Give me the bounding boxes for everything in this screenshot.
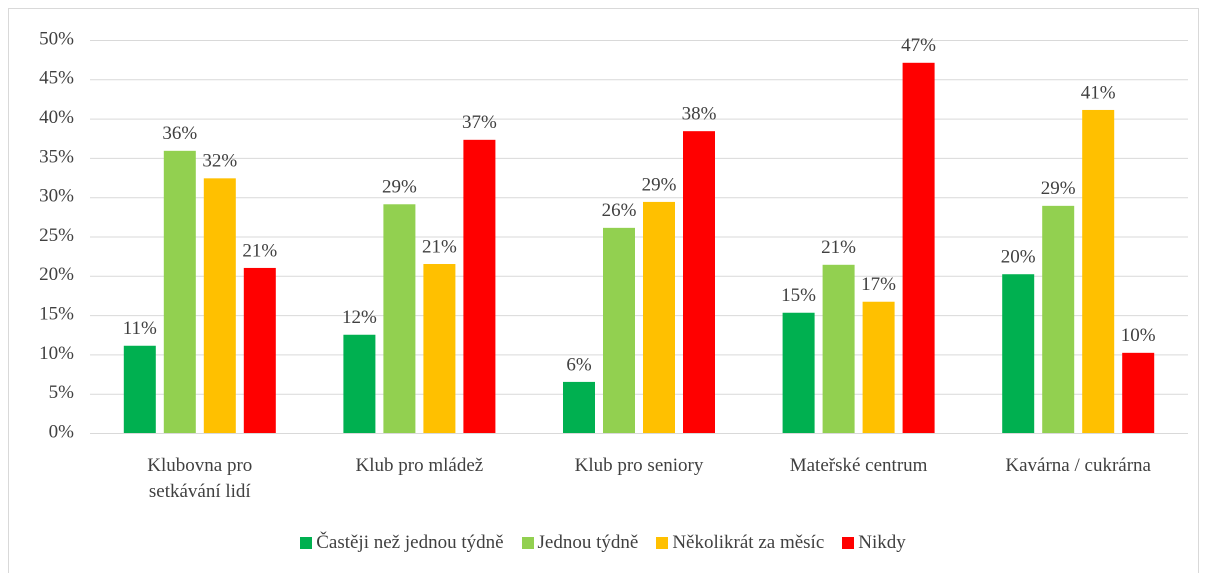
- data-label: 26%: [602, 200, 637, 221]
- bar: [862, 301, 895, 433]
- y-tick-label: 45%: [39, 68, 74, 89]
- bar: [463, 139, 496, 433]
- y-tick-label: 25%: [39, 225, 74, 246]
- data-label: 12%: [342, 307, 377, 328]
- x-tick-label: Mateřské centrum: [789, 455, 928, 476]
- legend-swatch: [842, 537, 855, 549]
- y-tick-label: 15%: [39, 303, 74, 324]
- bar: [1042, 205, 1075, 433]
- bar: [1122, 352, 1155, 433]
- y-tick-label: 30%: [39, 186, 74, 207]
- data-label: 41%: [1081, 82, 1116, 103]
- bar: [563, 381, 595, 433]
- data-label: 21%: [422, 236, 457, 257]
- legend: Častěji než jednou týdně Jednou týdně Něko…: [0, 532, 1206, 554]
- data-label: 29%: [1041, 178, 1076, 199]
- x-tick-label: Klub pro mládež: [355, 455, 484, 476]
- legend-swatch: [656, 537, 669, 549]
- data-label: 15%: [781, 285, 816, 306]
- bar: [902, 62, 935, 433]
- y-tick-label: 10%: [39, 343, 74, 364]
- data-label: 36%: [162, 123, 197, 144]
- legend-label: Několikrát za měsíc: [672, 532, 825, 553]
- y-tick-label: 5%: [49, 382, 75, 403]
- y-tick-label: 20%: [39, 264, 74, 285]
- y-tick-label: 0%: [49, 421, 75, 442]
- y-tick-label: 40%: [39, 107, 74, 128]
- legend-item: Častěji než jednou týdně: [300, 532, 504, 554]
- bar: [643, 201, 675, 433]
- bar: [383, 204, 416, 433]
- legend-swatch: [300, 537, 313, 549]
- data-label: 6%: [566, 354, 592, 375]
- bar: [1082, 109, 1115, 433]
- x-tick-label: Klub pro seniory: [574, 455, 704, 476]
- data-label: 47%: [901, 35, 936, 56]
- legend-swatch: [521, 537, 534, 549]
- data-label: 38%: [682, 104, 717, 125]
- data-label: 21%: [242, 240, 277, 261]
- bar: [603, 227, 635, 433]
- legend-label: Častěji než jednou týdně: [316, 532, 504, 553]
- data-label: 37%: [462, 112, 497, 133]
- data-label: 17%: [861, 274, 896, 295]
- chart-border: [8, 8, 1199, 573]
- y-tick-label: 50%: [39, 28, 74, 49]
- data-label: 10%: [1121, 325, 1156, 346]
- bar: [343, 334, 376, 433]
- x-tick-label: Kavárna / cukrárna: [1005, 455, 1151, 476]
- bar: [782, 312, 815, 433]
- bar: [203, 178, 236, 433]
- legend-item: Nikdy: [842, 532, 906, 554]
- x-tick-label: Klubovna pro setkávání lidí: [147, 455, 253, 502]
- bar: [683, 131, 715, 433]
- data-label: 11%: [123, 318, 157, 339]
- bar: [243, 267, 276, 433]
- bar: [1002, 274, 1035, 433]
- data-label: 29%: [382, 177, 417, 198]
- data-label: 29%: [642, 174, 677, 195]
- legend-item: Jednou týdně: [521, 532, 639, 554]
- bar: [123, 345, 156, 433]
- bar: [822, 264, 855, 433]
- bar: [163, 150, 196, 434]
- legend-item: Několikrát za měsíc: [656, 532, 824, 554]
- data-label: 20%: [1001, 247, 1036, 268]
- legend-label: Jednou týdně: [537, 532, 639, 553]
- data-label: 21%: [821, 237, 856, 258]
- legend-label: Nikdy: [858, 532, 906, 553]
- data-label: 32%: [202, 151, 237, 172]
- bar: [423, 264, 456, 433]
- y-tick-label: 35%: [39, 146, 74, 167]
